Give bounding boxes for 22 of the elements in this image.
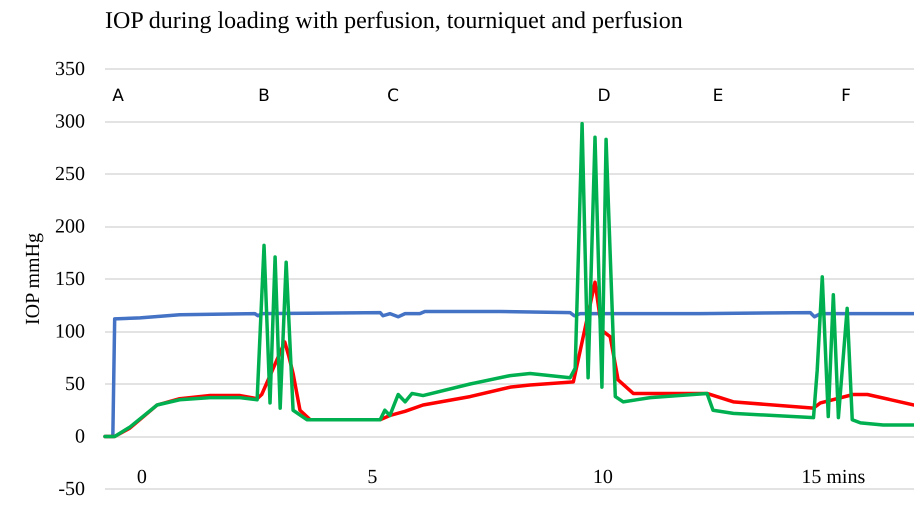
- x-tick-label: 0: [136, 466, 147, 488]
- x-tick-label: 5: [367, 466, 378, 488]
- annotation: D: [597, 86, 611, 106]
- y-tick-label: 250: [55, 163, 85, 185]
- annotation: F: [841, 86, 851, 106]
- annotation: A: [112, 86, 124, 106]
- x-tick-label: 15 mins: [801, 466, 866, 488]
- y-tick-label: 200: [55, 216, 85, 238]
- y-tick-label: 300: [55, 110, 85, 132]
- chart-title: IOP during loading with perfusion, tourniquet and perfusion: [105, 8, 683, 34]
- y-tick-label: 100: [55, 320, 85, 342]
- annotation: C: [387, 86, 399, 106]
- y-tick-label: 50: [65, 373, 85, 395]
- y-tick-label: 150: [55, 268, 85, 290]
- annotation: E: [712, 86, 724, 106]
- line-series: [103, 122, 914, 438]
- y-tick-label: 0: [75, 426, 85, 448]
- y-tick-label: -50: [58, 478, 85, 500]
- x-tick-label: 10: [592, 466, 613, 488]
- y-tick-label: 350: [55, 58, 85, 80]
- y-axis-title: IOP mmHg: [22, 232, 44, 326]
- annotation: B: [258, 86, 270, 106]
